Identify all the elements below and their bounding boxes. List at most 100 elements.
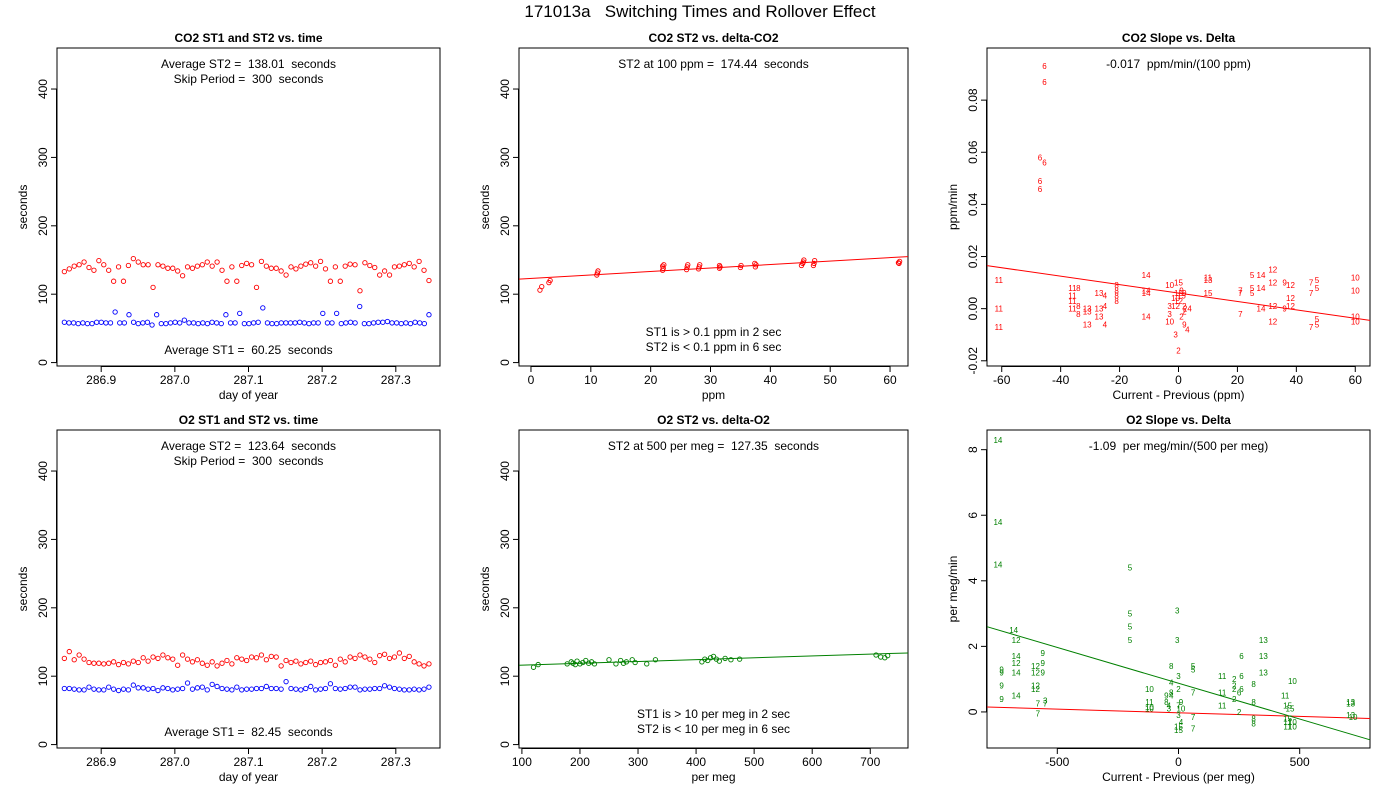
st2-point — [214, 259, 220, 265]
st1-point — [301, 320, 307, 326]
st1-point — [411, 686, 417, 692]
y-axis-label: per meg/min — [946, 556, 960, 623]
point-label: 5 — [1128, 610, 1133, 619]
st2-point — [293, 658, 299, 664]
st1-point — [303, 685, 309, 692]
point-label: 11 — [1145, 698, 1154, 707]
st2-point — [140, 262, 146, 268]
st2-point — [155, 262, 161, 268]
st1-point — [184, 680, 191, 686]
st2-point — [411, 659, 417, 665]
y-tick-label: 200 — [498, 597, 512, 617]
data-point — [606, 657, 612, 663]
data-point — [873, 652, 879, 658]
st1-point — [263, 683, 270, 690]
st1-point — [347, 319, 354, 325]
st2-point — [381, 268, 388, 274]
st2-point — [332, 264, 338, 270]
st1-point — [98, 319, 104, 325]
point-label: 5 — [1315, 276, 1320, 285]
st1-point — [214, 683, 220, 690]
st1-point — [195, 320, 201, 327]
annotation: -0.017 ppm/min/(100 ppm) — [1106, 57, 1251, 71]
st1-point — [110, 686, 117, 692]
point-label: 15 — [1174, 723, 1183, 732]
point-label: 13 — [1346, 698, 1355, 707]
st1-point — [310, 320, 317, 326]
st2-point — [71, 263, 77, 269]
st1-point — [391, 685, 398, 692]
st1-point — [426, 312, 432, 318]
st1-point — [227, 320, 234, 326]
x-axis-label: Current - Previous (per meg) — [1102, 770, 1255, 784]
point-label: 5 — [1315, 320, 1320, 329]
st1-point — [121, 320, 128, 326]
st2-point — [352, 262, 358, 268]
st1-point — [269, 320, 275, 327]
st1-point — [407, 320, 414, 327]
data-point — [535, 661, 541, 668]
st1-point — [244, 686, 250, 692]
x-axis-label: per meg — [691, 770, 735, 784]
st1-point — [370, 320, 377, 326]
st1-point — [189, 686, 196, 692]
st2-point — [396, 263, 403, 269]
point-label: 13 — [1095, 305, 1104, 314]
y-tick-label: 0 — [498, 359, 512, 366]
st1-point — [158, 320, 164, 327]
st1-point — [209, 319, 215, 325]
st2-point — [160, 263, 166, 269]
st1-point — [334, 310, 340, 316]
point-label: 10 — [1176, 705, 1185, 714]
st2-point — [391, 264, 398, 270]
st2-point — [145, 262, 151, 268]
point-label: 12 — [1031, 669, 1040, 678]
st2-point — [288, 264, 294, 270]
point-label: 5 — [1250, 271, 1255, 280]
st2-point — [401, 262, 407, 268]
st2-point — [377, 653, 383, 659]
st1-point — [94, 319, 100, 325]
st2-point — [204, 662, 210, 668]
x-axis-label: day of year — [219, 770, 278, 784]
st2-point — [244, 657, 250, 664]
data-point — [896, 258, 903, 265]
chart-co2_time: CO2 ST1 and ST2 vs. time day of year secon… — [16, 31, 441, 402]
plot-frame — [518, 47, 909, 367]
point-label: 14 — [1142, 312, 1151, 321]
data-point — [811, 258, 818, 264]
point-label: 12 — [1012, 659, 1021, 668]
x-tick-label: -20 — [1111, 373, 1129, 387]
y-tick-label: -0.02 — [966, 347, 980, 375]
st1-point — [287, 320, 294, 326]
st1-point — [140, 685, 146, 691]
point-label: 10 — [1165, 281, 1174, 290]
st1-point — [204, 320, 211, 327]
point-label: 12 — [1171, 302, 1180, 311]
y-tick-label: 200 — [36, 215, 50, 235]
st1-point — [115, 687, 122, 694]
st1-point — [322, 685, 329, 692]
x-tick-label: 0 — [528, 373, 535, 387]
st1-point — [403, 320, 409, 326]
st1-point — [130, 319, 137, 325]
point-label: 9 — [1041, 659, 1046, 668]
charts-container: CO2 ST1 and ST2 vs. time day of year secon… — [16, 31, 1371, 784]
st1-point — [416, 687, 422, 693]
data-point — [613, 661, 619, 667]
fit-line-o2 — [986, 626, 1371, 741]
point-label: 6 — [1042, 62, 1047, 71]
st1-point — [70, 320, 77, 326]
st1-point — [372, 685, 378, 692]
data-point — [577, 661, 583, 667]
st2-point — [81, 656, 87, 662]
st1-point — [292, 320, 298, 326]
st2-point — [239, 262, 245, 269]
st1-point — [130, 682, 136, 688]
annotation: Average ST2 = 138.01 seconds — [161, 57, 336, 71]
point-label: 3 — [1176, 672, 1181, 681]
point-label: 14 — [1142, 289, 1151, 298]
point-label: 9 — [1179, 286, 1184, 295]
st2-point — [367, 262, 373, 269]
chart-title: CO2 Slope vs. Delta — [1122, 31, 1236, 45]
